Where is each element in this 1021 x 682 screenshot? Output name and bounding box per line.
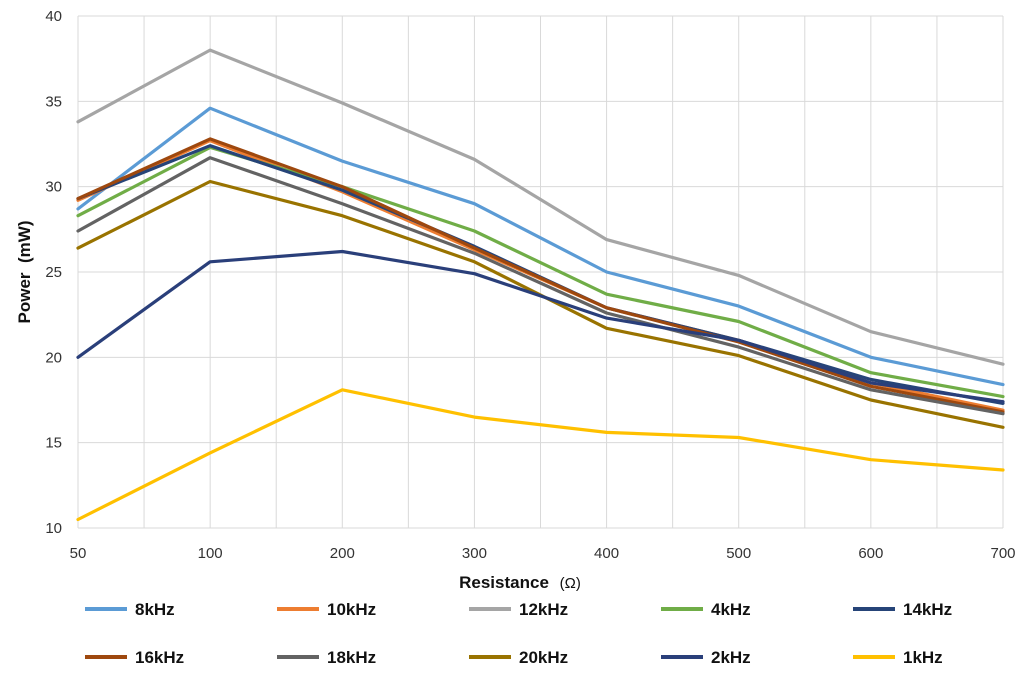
- x-tick-label: 200: [330, 545, 355, 562]
- series-lines: [76, 48, 1005, 522]
- y-tick-label: 20: [45, 349, 62, 366]
- tick-labels: 10 15 20 25 30 35 40 50 100 200 300 400 500 600 700: [45, 8, 1015, 562]
- legend: 8kHz 10kHz 12kHz 4kHz 14kHz 16kHz 18kHz 20kHz 2k…: [85, 600, 952, 667]
- y-tick-label: 30: [45, 179, 62, 196]
- legend-item-4kHz: 4kHz: [661, 600, 751, 619]
- legend-item-1kHz: 1kHz: [853, 648, 943, 667]
- legend-label: 20kHz: [519, 648, 568, 667]
- legend-label: 14kHz: [903, 600, 952, 619]
- legend-label: 12kHz: [519, 600, 568, 619]
- y-tick-label: 15: [45, 435, 62, 452]
- x-tick-label: 700: [990, 545, 1015, 562]
- series-line-16kHz: [76, 137, 1005, 414]
- legend-label: 18kHz: [327, 648, 376, 667]
- x-tick-label: 100: [198, 545, 223, 562]
- series-line-2kHz: [76, 249, 1005, 404]
- legend-label: 8kHz: [135, 600, 175, 619]
- x-tick-label: 500: [726, 545, 751, 562]
- legend-item-12kHz: 12kHz: [469, 600, 568, 619]
- x-tick-label: 600: [858, 545, 883, 562]
- x-axis-title-unit: (Ω): [560, 575, 581, 592]
- x-tick-label: 300: [462, 545, 487, 562]
- legend-label: 4kHz: [711, 600, 751, 619]
- legend-item-10kHz: 10kHz: [277, 600, 376, 619]
- x-axis-title-text: Resistance: [459, 573, 549, 592]
- x-tick-label: 50: [70, 545, 87, 562]
- legend-item-20kHz: 20kHz: [469, 648, 568, 667]
- legend-item-2kHz: 2kHz: [661, 648, 751, 667]
- y-tick-label: 25: [45, 264, 62, 281]
- series-line-1kHz: [76, 388, 1005, 522]
- x-axis-title: Resistance (Ω): [459, 573, 581, 592]
- x-tick-label: 400: [594, 545, 619, 562]
- legend-item-14kHz: 14kHz: [853, 600, 952, 619]
- legend-label: 2kHz: [711, 648, 751, 667]
- y-tick-label: 40: [45, 8, 62, 25]
- series-line-12kHz: [76, 48, 1005, 366]
- legend-label: 10kHz: [327, 600, 376, 619]
- legend-item-16kHz: 16kHz: [85, 648, 184, 667]
- y-tick-label: 10: [45, 520, 62, 537]
- y-tick-label: 35: [45, 93, 62, 110]
- legend-label: 1kHz: [903, 648, 943, 667]
- series-line-8kHz: [76, 106, 1005, 387]
- series-line-18kHz: [76, 156, 1005, 416]
- legend-item-18kHz: 18kHz: [277, 648, 376, 667]
- legend-item-8kHz: 8kHz: [85, 600, 175, 619]
- y-axis-title: Power (mW): [15, 221, 34, 324]
- legend-label: 16kHz: [135, 648, 184, 667]
